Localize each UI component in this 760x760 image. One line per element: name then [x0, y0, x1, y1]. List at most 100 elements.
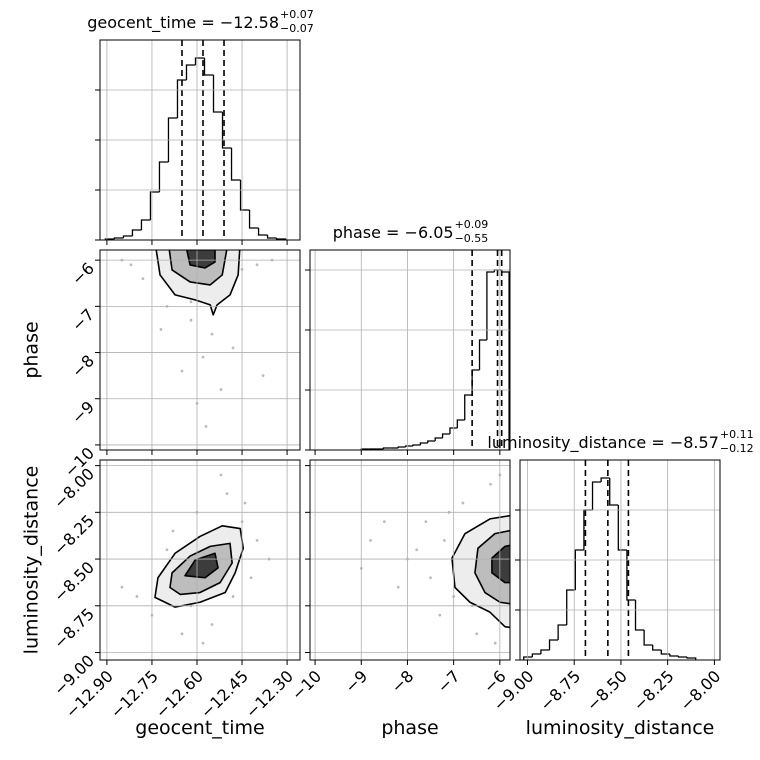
histogram-bin — [660, 650, 670, 655]
sample-point — [141, 277, 145, 281]
histogram-bin — [449, 427, 458, 434]
sample-point — [231, 595, 235, 598]
x-tick-label: −12.60 — [152, 667, 207, 722]
panel: −12.90−12.75−12.60−12.45−12.30−9.00−8.75… — [21, 459, 301, 739]
title-sub: −0.55 — [455, 232, 489, 245]
sample-point — [159, 328, 163, 331]
histogram-bin — [643, 630, 653, 646]
histogram-bin — [158, 161, 169, 192]
sample-point — [219, 388, 223, 391]
x-tick-label: −10 — [288, 667, 325, 704]
x-tick-label: −8 — [387, 667, 417, 697]
y-tick-label: −6 — [68, 259, 98, 289]
histogram-bin — [669, 654, 679, 657]
histogram-bin — [478, 339, 487, 370]
y-axis-label: phase — [21, 321, 43, 378]
histogram-bin — [167, 117, 178, 162]
histogram-bin — [600, 477, 610, 482]
sample-point — [424, 520, 428, 524]
panel-frame — [309, 459, 511, 661]
sample-point — [180, 369, 184, 373]
histogram-bin — [531, 653, 541, 657]
histogram-bin — [634, 600, 645, 631]
panel-frame — [519, 459, 721, 661]
y-axis-label: luminosity_distance — [21, 466, 43, 655]
sample-point — [438, 613, 442, 617]
sample-point — [120, 585, 124, 589]
histogram-bin — [113, 237, 124, 239]
x-tick-label: −8.00 — [676, 667, 724, 715]
histogram-bin — [677, 656, 688, 658]
y-tick-label: −8.75 — [50, 604, 98, 652]
contour — [185, 250, 216, 269]
histogram-bin — [194, 57, 205, 65]
histogram-bin — [122, 235, 133, 238]
sample-point — [204, 425, 208, 428]
sample-point — [243, 501, 247, 505]
contour — [491, 544, 510, 584]
histogram-bin — [471, 369, 480, 395]
sample-point — [475, 632, 479, 636]
histogram-bin — [266, 235, 277, 239]
sample-point — [415, 548, 419, 552]
sample-point — [382, 520, 386, 524]
histogram-bin — [185, 64, 196, 80]
x-tick-label: −8.50 — [583, 667, 631, 715]
title-sub: −0.07 — [280, 22, 314, 35]
title-sup: +0.09 — [455, 218, 489, 231]
histogram-bin — [427, 440, 436, 443]
sample-point — [493, 641, 497, 645]
sample-point — [396, 585, 400, 589]
panel-title: luminosity_distance = −8.57 — [487, 433, 718, 453]
histogram-bin — [382, 447, 391, 449]
histogram-bin — [486, 271, 495, 340]
sample-point — [180, 632, 184, 636]
sample-point — [443, 538, 446, 542]
histogram-bin — [140, 219, 151, 230]
histogram-bin — [397, 446, 406, 448]
panel-title: geocent_time = −12.58 — [87, 13, 279, 33]
y-tick-label: −9 — [68, 397, 98, 427]
title-sup: +0.11 — [720, 428, 754, 441]
x-axis-label: geocent_time — [135, 717, 264, 739]
title-sub: −0.12 — [720, 442, 754, 455]
panel-content — [359, 473, 510, 645]
histogram-bin — [609, 478, 619, 506]
sample-point — [255, 263, 259, 267]
x-axis-label: luminosity_distance — [526, 717, 715, 739]
sample-point — [249, 576, 253, 580]
histogram-bin — [131, 229, 142, 236]
panel-frame — [99, 459, 301, 661]
sample-point — [219, 473, 223, 477]
x-tick-label: −8.25 — [630, 667, 678, 715]
panel-frame — [99, 39, 301, 241]
histogram-bin — [501, 270, 510, 450]
sample-point — [210, 623, 214, 626]
histogram-bin — [230, 148, 241, 181]
panel-content — [360, 250, 510, 450]
x-tick-label: −12.45 — [197, 667, 252, 722]
histogram-bin — [617, 505, 627, 551]
panel-title: phase = −6.05 — [333, 223, 454, 242]
y-tick-label: −7 — [68, 305, 98, 335]
histogram-bin — [652, 645, 662, 651]
histogram-bin — [176, 79, 187, 118]
histogram-bin — [626, 550, 636, 601]
x-tick-label: −8.75 — [536, 667, 584, 715]
histogram-bin — [257, 228, 268, 236]
x-tick-label: −12.30 — [242, 667, 297, 722]
x-tick-label: −7 — [434, 667, 464, 697]
histogram-bin — [591, 481, 602, 510]
sample-point — [135, 595, 139, 598]
panel-frame — [309, 249, 511, 451]
histogram-bin — [540, 649, 550, 654]
sample-point — [189, 318, 193, 322]
sample-point — [165, 548, 169, 552]
histogram-bin — [566, 589, 576, 625]
panel: phase = −6.05 +0.09−0.55 — [305, 218, 511, 455]
sample-point — [129, 263, 133, 267]
sample-point — [429, 576, 432, 580]
sample-point — [201, 641, 205, 645]
